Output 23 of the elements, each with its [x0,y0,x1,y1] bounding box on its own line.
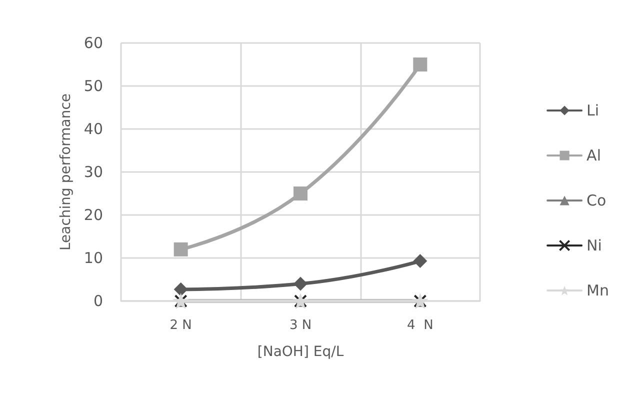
y-tick-label: 60 [84,34,103,52]
x-axis-title: [NaOH] Eq/L [257,344,344,360]
legend-label: Ni [586,236,602,254]
y-tick-label: 40 [84,120,103,138]
point [413,254,428,268]
y-tick-label: 20 [84,206,103,224]
x-tick-label: 4 N [407,318,434,333]
y-tick-label: 0 [93,292,103,310]
y-tick-label: 30 [84,163,103,181]
x-tick-label: 2 N [170,318,192,333]
y-tick-label: 10 [84,249,103,267]
x-tick-label: 3 N [289,318,312,333]
point [294,276,308,291]
legend-label: Li [586,102,600,120]
legend-label: Mn [586,282,610,300]
point [413,58,428,72]
y-tick-label: 50 [84,77,103,95]
y-axis-title: Leaching performance [58,93,74,251]
legend-label: Co [586,192,606,210]
legend-label: Al [586,146,601,164]
point [174,242,188,256]
point [174,282,188,296]
point [294,186,308,200]
